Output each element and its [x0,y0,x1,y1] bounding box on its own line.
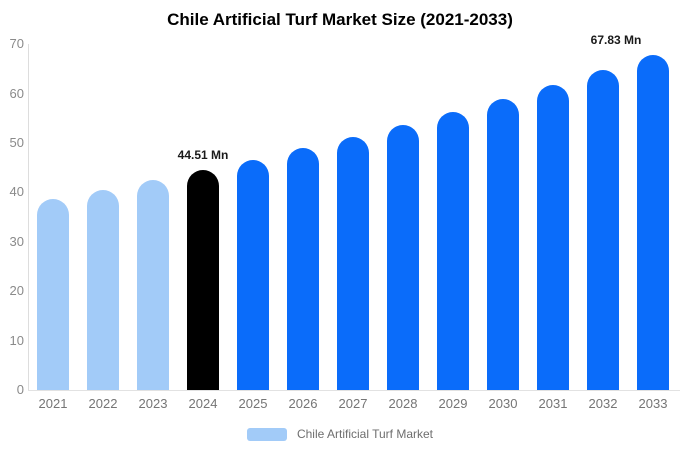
data-label-2024: 44.51 Mn [177,148,229,162]
bar-2033[interactable] [637,55,669,390]
x-axis-label-2027: 2027 [338,396,368,411]
x-axis-label-2023: 2023 [138,396,168,411]
legend-swatch[interactable] [246,427,287,441]
y-axis-line [28,44,29,390]
chart-title: Chile Artificial Turf Market Size (2021-… [167,10,513,29]
x-axis-label-2025: 2025 [238,396,268,411]
x-axis-label-2029: 2029 [438,396,468,411]
y-tick-label: 30 [9,233,24,249]
x-axis-label-2021: 2021 [38,396,68,411]
bar-2025[interactable] [237,160,269,390]
x-axis-line [28,390,680,391]
x-axis-label-2033: 2033 [638,396,668,411]
bar-2031[interactable] [537,85,569,390]
x-axis-label-2032: 2032 [588,396,618,411]
x-axis-label-2024: 2024 [188,396,218,411]
bar-2021[interactable] [37,199,69,390]
y-tick-label: 10 [9,332,24,348]
y-tick-label: 50 [9,135,24,150]
legend-label[interactable]: Chile Artificial Turf Market [296,427,434,441]
bar-2027[interactable] [337,137,369,390]
x-axis-label-2030: 2030 [488,396,518,411]
data-label-2033: 67.83 Mn [590,33,642,47]
bar-2023[interactable] [137,180,169,390]
bar-2028[interactable] [387,125,419,390]
bar-2022[interactable] [87,190,119,390]
x-axis-label-2022: 2022 [88,396,118,411]
y-tick-label: 60 [9,85,24,101]
legend[interactable]: Chile Artificial Turf Market [0,427,680,441]
y-tick-label: 40 [9,184,24,200]
y-tick-label: 70 [9,36,24,52]
bar-2024[interactable] [187,170,219,390]
x-axis-label-2026: 2026 [288,396,318,411]
y-tick-label: 20 [9,283,24,299]
bar-2032[interactable] [587,70,619,390]
y-tick-label: 0 [16,382,24,397]
bar-2030[interactable] [487,99,519,390]
bar-2026[interactable] [287,148,319,390]
bar-2029[interactable] [437,112,469,390]
x-axis-label-2031: 2031 [538,396,568,411]
x-axis-label-2028: 2028 [388,396,418,411]
